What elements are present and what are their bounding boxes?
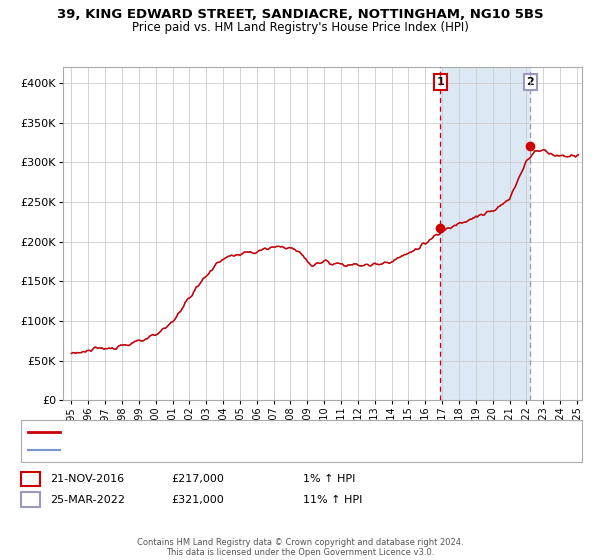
Text: HPI: Average price, detached house, Erewash: HPI: Average price, detached house, Erew… [64,445,286,455]
Text: 39, KING EDWARD STREET, SANDIACRE, NOTTINGHAM, NG10 5BS: 39, KING EDWARD STREET, SANDIACRE, NOTTI… [56,8,544,21]
Text: £217,000: £217,000 [171,474,224,484]
Text: 2: 2 [526,77,534,87]
Text: Contains HM Land Registry data © Crown copyright and database right 2024.
This d: Contains HM Land Registry data © Crown c… [137,538,463,557]
Bar [440,67,530,400]
Text: Price paid vs. HM Land Registry's House Price Index (HPI): Price paid vs. HM Land Registry's House … [131,21,469,34]
Text: 21-NOV-2016: 21-NOV-2016 [50,474,124,484]
Text: 11% ↑ HPI: 11% ↑ HPI [303,494,362,505]
Text: 39, KING EDWARD STREET, SANDIACRE, NOTTINGHAM, NG10 5BS (detached house): 39, KING EDWARD STREET, SANDIACRE, NOTTI… [64,427,475,437]
Text: 1: 1 [27,474,34,484]
Text: 1% ↑ HPI: 1% ↑ HPI [303,474,355,484]
Text: £321,000: £321,000 [171,494,224,505]
Text: 25-MAR-2022: 25-MAR-2022 [50,494,125,505]
Text: 1: 1 [437,77,444,87]
Text: 2: 2 [27,494,34,505]
